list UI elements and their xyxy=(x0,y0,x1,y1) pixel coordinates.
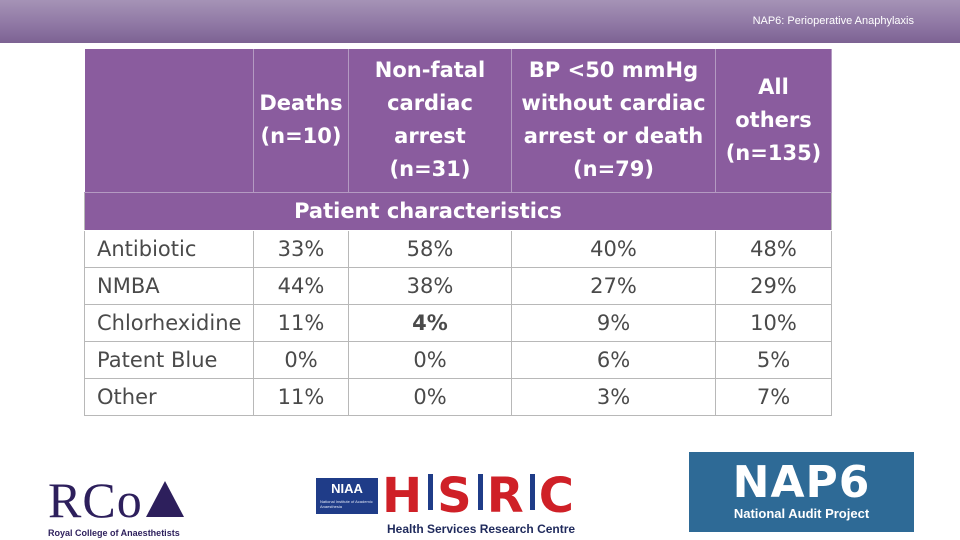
table-cell: 10% xyxy=(715,303,832,342)
table-cell: 44% xyxy=(253,266,349,305)
table-row: Patent Blue 0% 0% 6% 5% xyxy=(84,340,832,379)
table-cell: 27% xyxy=(511,266,716,305)
row-label: NMBA xyxy=(84,266,254,305)
hsrc-letter: S xyxy=(437,468,474,524)
rcoa-subtitle: Royal College of Anaesthetists xyxy=(48,528,180,538)
niaa-logo: NIAA National Institute of Academic Anae… xyxy=(316,478,378,514)
hsrc-letter: C xyxy=(538,468,576,524)
table-cell: 0% xyxy=(348,377,512,416)
column-header-nonfatal-arrest: Non-fatal cardiac arrest (n=31) xyxy=(348,49,512,193)
hsrc-letter: H xyxy=(382,468,425,524)
row-label: Other xyxy=(84,377,254,416)
hsrc-letter: R xyxy=(486,468,526,524)
rcoa-wordmark: RCo xyxy=(48,475,184,525)
header-title: NAP6: Perioperative Anaphylaxis xyxy=(752,15,914,27)
section-row: Patient characteristics xyxy=(84,191,832,231)
table-cell: 40% xyxy=(511,229,716,268)
table-row: Antibiotic 33% 58% 40% 48% xyxy=(84,229,832,268)
header-bar: NAP6: Perioperative Anaphylaxis xyxy=(0,0,960,43)
table-cell: 29% xyxy=(715,266,832,305)
table-cell: 11% xyxy=(253,377,349,416)
column-header-deaths: Deaths (n=10) xyxy=(253,49,349,193)
nap6-subtitle: National Audit Project xyxy=(733,506,870,521)
row-label: Patent Blue xyxy=(84,340,254,379)
table-cell: 0% xyxy=(253,340,349,379)
header-corner-cell xyxy=(84,49,254,193)
niaa-label: NIAA xyxy=(331,481,363,496)
hsrc-divider xyxy=(477,474,483,510)
column-header-low-bp: BP <50 mmHg without cardiac arrest or de… xyxy=(511,49,716,193)
column-header-all-others: All others (n=135) xyxy=(715,49,832,193)
outcomes-table: Deaths (n=10) Non-fatal cardiac arrest (… xyxy=(84,49,832,416)
row-label: Antibiotic xyxy=(84,229,254,268)
table-cell: 11% xyxy=(253,303,349,342)
hsrc-subtitle: Health Services Research Centre xyxy=(387,522,576,536)
table-cell: 7% xyxy=(715,377,832,416)
table-cell: 9% xyxy=(511,303,716,342)
table-cell: 3% xyxy=(511,377,716,416)
table-cell: 5% xyxy=(715,340,832,379)
rcoa-logo: RCo Royal College of Anaesthetists xyxy=(48,475,184,538)
nap6-logo: NAP6 National Audit Project xyxy=(689,452,914,532)
table-row: NMBA 44% 38% 27% 29% xyxy=(84,266,832,305)
table-cell: 0% xyxy=(348,340,512,379)
table-cell: 48% xyxy=(715,229,832,268)
nap6-wordmark: NAP6 xyxy=(732,457,871,508)
hsrc-divider xyxy=(529,474,535,510)
table-cell: 38% xyxy=(348,266,512,305)
row-label: Chlorhexidine xyxy=(84,303,254,342)
rcoa-triangle-icon xyxy=(145,481,184,517)
table-cell: 33% xyxy=(253,229,349,268)
niaa-subtitle: National Institute of Academic Anaesthes… xyxy=(320,499,373,509)
table-cell: 4% xyxy=(348,303,512,342)
table-row: Other 11% 0% 3% 7% xyxy=(84,377,832,416)
table-cell: 58% xyxy=(348,229,512,268)
table-header-row: Deaths (n=10) Non-fatal cardiac arrest (… xyxy=(84,49,832,193)
section-label: Patient characteristics xyxy=(84,191,832,231)
table-cell: 6% xyxy=(511,340,716,379)
hsrc-divider xyxy=(428,474,434,510)
table-row: Chlorhexidine 11% 4% 9% 10% xyxy=(84,303,832,342)
